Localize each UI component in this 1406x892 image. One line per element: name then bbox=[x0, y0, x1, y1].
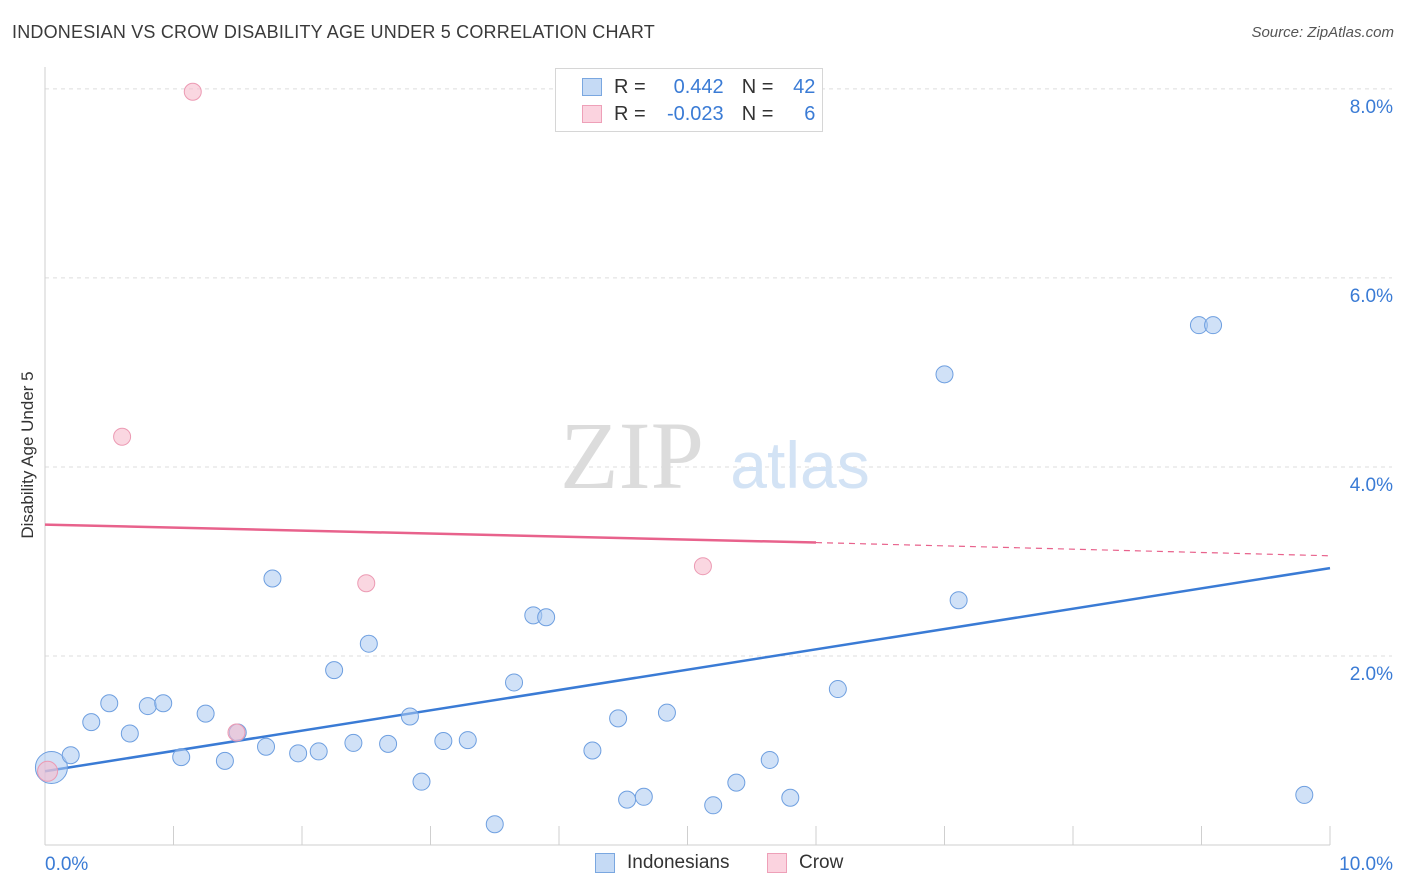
data-point-indonesians bbox=[359, 634, 378, 653]
source-label: Source: ZipAtlas.com bbox=[1251, 24, 1394, 41]
data-point-crow bbox=[693, 557, 712, 576]
data-point-indonesians bbox=[1204, 316, 1223, 335]
data-point-indonesians bbox=[215, 751, 234, 770]
data-point-indonesians bbox=[309, 742, 328, 761]
data-point-indonesians bbox=[82, 713, 101, 732]
data-point-indonesians bbox=[325, 661, 344, 680]
y-tick-label: 8.0% bbox=[1350, 97, 1393, 118]
data-point-indonesians bbox=[434, 732, 453, 751]
watermark: ZIP atlas bbox=[560, 402, 870, 509]
data-point-indonesians bbox=[618, 790, 637, 809]
data-point-crow bbox=[37, 760, 59, 782]
trend-line-indonesians bbox=[44, 566, 1331, 773]
watermark-atlas: atlas bbox=[730, 428, 869, 502]
legend-row-indonesians: R = 0.442 N = 42 bbox=[582, 74, 815, 100]
data-point-indonesians bbox=[257, 737, 276, 756]
legend-r-value: -0.023 bbox=[666, 102, 724, 125]
data-point-indonesians bbox=[138, 697, 157, 716]
legend-swatch-crow bbox=[767, 853, 787, 873]
data-point-indonesians bbox=[727, 773, 746, 792]
data-point-indonesians bbox=[935, 365, 954, 384]
correlation-legend: R = 0.442 N = 42 R = -0.023 N = 6 bbox=[555, 68, 823, 132]
series-legend-indonesians: Indonesians bbox=[595, 852, 729, 874]
data-point-indonesians bbox=[949, 591, 968, 610]
data-point-indonesians bbox=[61, 746, 80, 765]
legend-label-crow: Crow bbox=[799, 852, 844, 873]
legend-n-value: 42 bbox=[793, 75, 816, 98]
data-point-indonesians bbox=[760, 750, 779, 769]
data-point-crow bbox=[227, 723, 246, 742]
data-point-indonesians bbox=[1295, 785, 1314, 804]
data-point-indonesians bbox=[196, 704, 215, 723]
data-points bbox=[34, 82, 1314, 834]
legend-label-indonesians: Indonesians bbox=[627, 852, 730, 873]
data-point-indonesians bbox=[289, 744, 308, 763]
data-point-crow bbox=[183, 82, 202, 101]
data-point-indonesians bbox=[828, 680, 847, 699]
data-point-indonesians bbox=[485, 815, 504, 834]
data-point-indonesians bbox=[379, 734, 398, 753]
watermark-zip: ZIP bbox=[560, 402, 704, 509]
legend-r-key: R = bbox=[614, 75, 646, 98]
legend-r-value: 0.442 bbox=[673, 75, 724, 98]
legend-n-key: N = bbox=[741, 102, 774, 125]
data-point-indonesians bbox=[412, 772, 431, 791]
y-axis-label: Disability Age Under 5 bbox=[18, 371, 37, 539]
legend-swatch-indonesians bbox=[582, 78, 602, 96]
data-point-indonesians bbox=[657, 703, 676, 722]
x-tick-label: 0.0% bbox=[45, 854, 88, 875]
trend-lines bbox=[44, 523, 1331, 773]
chart-title: INDONESIAN VS CROW DISABILITY AGE UNDER … bbox=[12, 22, 655, 42]
tick-labels: 2.0% 4.0% 6.0% 8.0% 0.0% 10.0% bbox=[45, 97, 1393, 875]
axes bbox=[44, 67, 1331, 846]
trend-line-crow bbox=[44, 523, 817, 544]
legend-swatch-crow bbox=[582, 105, 602, 123]
grid-lines bbox=[45, 88, 1392, 657]
y-tick-label: 6.0% bbox=[1350, 286, 1393, 307]
data-point-indonesians bbox=[583, 741, 602, 760]
y-tick-label: 2.0% bbox=[1350, 664, 1393, 685]
data-point-indonesians bbox=[704, 796, 723, 815]
data-point-crow bbox=[357, 574, 376, 593]
data-point-indonesians bbox=[609, 709, 628, 728]
data-point-indonesians bbox=[537, 608, 556, 627]
data-point-indonesians bbox=[172, 748, 191, 767]
legend-row-crow: R = -0.023 N = 6 bbox=[582, 101, 815, 127]
data-point-indonesians bbox=[344, 733, 363, 752]
data-point-indonesians bbox=[154, 694, 173, 713]
data-point-crow bbox=[113, 427, 132, 446]
legend-n-key: N = bbox=[741, 75, 774, 98]
data-point-indonesians bbox=[120, 724, 139, 743]
legend-r-key: R = bbox=[614, 102, 646, 125]
data-point-indonesians bbox=[263, 569, 282, 588]
data-point-indonesians bbox=[458, 731, 477, 750]
y-tick-label: 4.0% bbox=[1350, 475, 1393, 496]
trend-line-crow-extrapolated bbox=[815, 541, 1331, 557]
series-legend-crow: Crow bbox=[767, 852, 843, 874]
data-point-indonesians bbox=[100, 694, 119, 713]
legend-swatch-indonesians bbox=[595, 853, 615, 873]
data-point-indonesians bbox=[400, 707, 419, 726]
data-point-indonesians bbox=[781, 788, 800, 807]
x-tick-label: 10.0% bbox=[1339, 854, 1393, 875]
data-point-indonesians bbox=[634, 787, 653, 806]
legend-n-value: 6 bbox=[804, 102, 816, 125]
data-point-indonesians bbox=[505, 673, 524, 692]
